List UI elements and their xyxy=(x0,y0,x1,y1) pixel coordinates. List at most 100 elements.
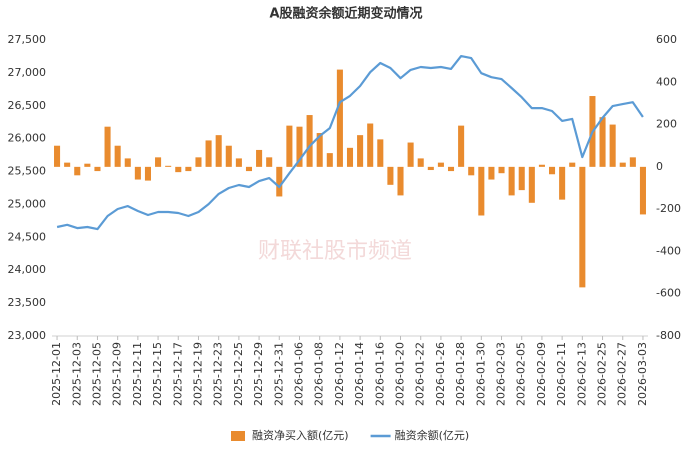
bar xyxy=(215,135,222,167)
bar xyxy=(326,153,333,167)
bar xyxy=(266,157,273,167)
bar xyxy=(377,139,384,167)
chart-title: A股融资余额近期变动情况 xyxy=(269,6,422,22)
x-tick-label: 2026-01-26 xyxy=(434,342,447,406)
bar xyxy=(256,149,263,167)
bar xyxy=(508,166,515,196)
bar xyxy=(245,166,253,172)
x-tick-label: 2026-01-08 xyxy=(313,342,326,406)
bar xyxy=(124,158,131,167)
y-tick-label: 23,500 xyxy=(8,296,47,309)
x-tick-label: 2026-01-30 xyxy=(474,342,487,406)
x-tick-label: 2025-12-17 xyxy=(171,342,184,406)
bar xyxy=(387,166,394,185)
x-tick-label: 2026-02-05 xyxy=(515,342,528,406)
x-tick-label: 2026-01-20 xyxy=(394,342,407,406)
bar xyxy=(306,115,313,167)
y2-tick-label: 400 xyxy=(656,75,677,88)
x-tick-label: 2026-01-22 xyxy=(414,342,427,406)
x-tick-label: 2025-12-23 xyxy=(212,342,225,406)
bar xyxy=(357,135,364,167)
bar xyxy=(235,158,242,167)
bar xyxy=(114,145,121,167)
bar xyxy=(528,166,535,203)
bar xyxy=(518,166,525,191)
bar xyxy=(447,166,455,172)
x-tick-label: 2025-12-05 xyxy=(90,342,103,406)
y-tick-label: 27,500 xyxy=(8,33,47,46)
line xyxy=(56,55,644,231)
y-tick-label: 24,500 xyxy=(8,230,47,243)
bar xyxy=(629,157,636,167)
legend-swatch xyxy=(231,431,245,441)
x-tick-label: 2026-01-12 xyxy=(333,342,346,406)
bar xyxy=(569,162,576,167)
bar xyxy=(427,166,434,171)
bar xyxy=(94,166,101,172)
x-tick-label: 2025-12-19 xyxy=(191,342,204,406)
x-tick-label: 2025-12-11 xyxy=(131,342,144,406)
x-tick-label: 2026-02-27 xyxy=(616,342,629,406)
y2-tick-label: -800 xyxy=(656,329,681,342)
x-tick-label: 2025-12-25 xyxy=(232,342,245,406)
y-tick-label: 25,500 xyxy=(8,165,47,178)
bar xyxy=(397,166,404,196)
bar xyxy=(407,142,414,167)
bar xyxy=(346,147,354,167)
x-tick-label: 2026-01-06 xyxy=(292,342,305,406)
x-tick-label: 2026-02-13 xyxy=(575,342,588,406)
bar xyxy=(155,157,162,167)
bar xyxy=(468,166,475,176)
bar xyxy=(458,125,465,167)
y-tick-label: 23,000 xyxy=(8,329,47,342)
bar xyxy=(104,126,111,167)
legend-label: 融资净买入额(亿元) xyxy=(252,428,349,442)
x-tick-label: 2025-12-29 xyxy=(252,342,265,406)
bar xyxy=(579,166,586,288)
x-tick-label: 2025-12-31 xyxy=(272,342,285,406)
x-tick-label: 2026-02-03 xyxy=(495,342,508,406)
bar xyxy=(417,158,424,167)
bar xyxy=(559,166,566,200)
bar xyxy=(488,166,495,180)
bar xyxy=(134,166,141,180)
y-tick-label: 25,000 xyxy=(8,197,47,210)
bar xyxy=(316,133,323,167)
x-tick-label: 2026-03-03 xyxy=(636,342,649,406)
y2-tick-label: -400 xyxy=(656,244,681,257)
watermark: 财联社股市频道 xyxy=(258,239,412,264)
x-tick-label: 2026-02-09 xyxy=(535,342,548,406)
y2-tick-label: 600 xyxy=(656,33,677,46)
bar xyxy=(609,124,616,167)
bar xyxy=(296,126,303,167)
bar xyxy=(54,145,61,167)
bar xyxy=(74,166,81,176)
bar xyxy=(478,166,485,216)
y2-tick-label: 200 xyxy=(656,118,677,131)
x-tick-label: 2025-12-09 xyxy=(111,342,124,406)
bar xyxy=(195,157,202,167)
y2-tick-label: 0 xyxy=(656,160,663,173)
x-tick-label: 2026-01-16 xyxy=(373,342,386,406)
legend-label: 融资余额(亿元) xyxy=(395,428,470,442)
bar xyxy=(367,123,374,167)
y2-tick-label: -600 xyxy=(656,287,681,300)
bar xyxy=(286,125,293,167)
x-tick-label: 2025-12-15 xyxy=(151,342,164,406)
y-tick-label: 26,500 xyxy=(8,99,47,112)
x-tick-label: 2025-12-01 xyxy=(50,342,63,406)
bar xyxy=(619,162,626,167)
bar xyxy=(549,166,556,175)
x-tick-label: 2025-12-03 xyxy=(70,342,83,406)
bar xyxy=(64,162,71,167)
x-tick-label: 2026-01-28 xyxy=(454,342,467,406)
bar xyxy=(639,166,646,215)
bar xyxy=(498,166,505,174)
bar xyxy=(165,165,172,167)
y-tick-label: 26,000 xyxy=(8,132,47,145)
bar xyxy=(336,69,343,167)
bar xyxy=(185,166,192,172)
x-tick-label: 2026-02-25 xyxy=(596,342,609,406)
y-tick-label: 27,000 xyxy=(8,66,47,79)
